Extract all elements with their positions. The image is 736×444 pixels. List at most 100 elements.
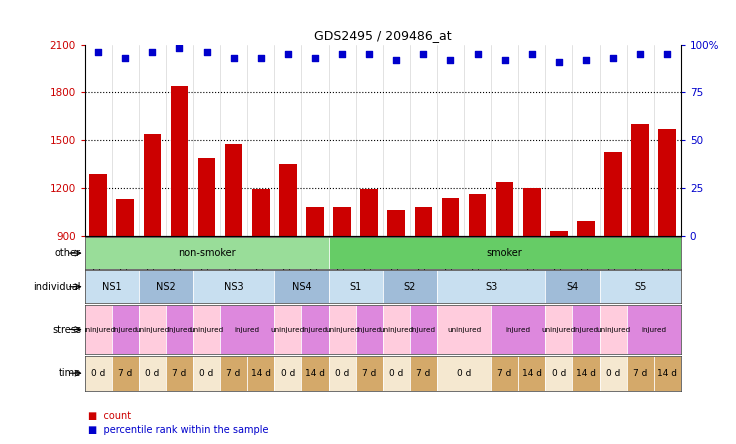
Text: 7 d: 7 d [118, 369, 132, 378]
Text: uninjured: uninjured [596, 326, 630, 333]
Bar [193, 356, 220, 391]
Bar [171, 86, 188, 236]
Bar [626, 305, 681, 354]
Point [119, 54, 131, 61]
Bar [573, 356, 600, 391]
Bar [166, 356, 193, 391]
Bar [225, 143, 242, 236]
Text: NS2: NS2 [156, 281, 176, 292]
Text: 14 d: 14 d [305, 369, 325, 378]
Text: 7 d: 7 d [498, 369, 512, 378]
Text: injured: injured [235, 326, 260, 333]
Text: 0 d: 0 d [335, 369, 350, 378]
Bar [659, 129, 676, 236]
Bar [442, 198, 459, 236]
Bar [518, 356, 545, 391]
Title: GDS2495 / 209486_at: GDS2495 / 209486_at [314, 29, 451, 42]
Bar [112, 356, 139, 391]
Bar [279, 164, 297, 236]
Bar [144, 134, 161, 236]
Bar [85, 238, 328, 269]
Text: 14 d: 14 d [251, 369, 271, 378]
Point [553, 58, 565, 65]
Point [526, 51, 537, 58]
Bar [383, 305, 410, 354]
Bar [600, 305, 626, 354]
Bar [491, 356, 518, 391]
Text: 0 d: 0 d [145, 369, 160, 378]
Text: ■  count: ■ count [88, 411, 132, 421]
Text: injured: injured [167, 326, 192, 333]
Bar [469, 194, 486, 236]
Text: 0 d: 0 d [606, 369, 620, 378]
Point [390, 56, 402, 63]
Text: 0 d: 0 d [199, 369, 213, 378]
Bar [302, 305, 328, 354]
Text: NS4: NS4 [291, 281, 311, 292]
Text: NS1: NS1 [102, 281, 121, 292]
Bar [85, 305, 112, 354]
Point [417, 51, 429, 58]
Bar [437, 356, 491, 391]
Bar [523, 188, 540, 236]
Text: time: time [59, 368, 81, 378]
Text: S2: S2 [403, 281, 416, 292]
Bar [383, 356, 410, 391]
Text: 0 d: 0 d [457, 369, 471, 378]
Point [336, 51, 348, 58]
Bar [198, 158, 216, 236]
Point [146, 49, 158, 56]
Bar [275, 270, 328, 303]
Text: 7 d: 7 d [227, 369, 241, 378]
Text: S1: S1 [350, 281, 362, 292]
Point [92, 49, 104, 56]
Bar [545, 270, 600, 303]
Bar [139, 305, 166, 354]
Bar [550, 230, 567, 236]
Point [634, 51, 646, 58]
Bar [437, 270, 545, 303]
Bar [139, 356, 166, 391]
Text: injured: injured [506, 326, 531, 333]
Bar [577, 221, 595, 236]
Point [607, 54, 619, 61]
Bar [355, 305, 383, 354]
Text: 14 d: 14 d [657, 369, 677, 378]
Point [228, 54, 240, 61]
Text: injured: injured [573, 326, 598, 333]
Bar [631, 124, 649, 236]
Text: non-smoker: non-smoker [178, 248, 236, 258]
Bar [600, 270, 681, 303]
Point [255, 54, 266, 61]
Bar [85, 270, 139, 303]
Bar [333, 207, 351, 236]
Bar [193, 270, 275, 303]
Bar [496, 182, 514, 236]
Text: uninjured: uninjured [447, 326, 481, 333]
Text: 0 d: 0 d [552, 369, 566, 378]
Text: injured: injured [357, 326, 382, 333]
Text: ■  percentile rank within the sample: ■ percentile rank within the sample [88, 425, 269, 436]
Text: 0 d: 0 d [280, 369, 295, 378]
Point [499, 56, 511, 63]
Bar [361, 189, 378, 236]
Bar [112, 305, 139, 354]
Bar [573, 305, 600, 354]
Bar [275, 356, 302, 391]
Bar [328, 356, 355, 391]
Text: 7 d: 7 d [172, 369, 187, 378]
Bar [410, 305, 437, 354]
Bar [600, 356, 626, 391]
Bar [139, 270, 193, 303]
Text: S4: S4 [566, 281, 578, 292]
Bar [220, 356, 247, 391]
Text: smoker: smoker [486, 248, 523, 258]
Bar [116, 199, 134, 236]
Bar [85, 356, 112, 391]
Point [364, 51, 375, 58]
Text: other: other [55, 248, 81, 258]
Text: uninjured: uninjured [81, 326, 116, 333]
Text: 0 d: 0 d [91, 369, 105, 378]
Bar [166, 305, 193, 354]
Bar [306, 206, 324, 236]
